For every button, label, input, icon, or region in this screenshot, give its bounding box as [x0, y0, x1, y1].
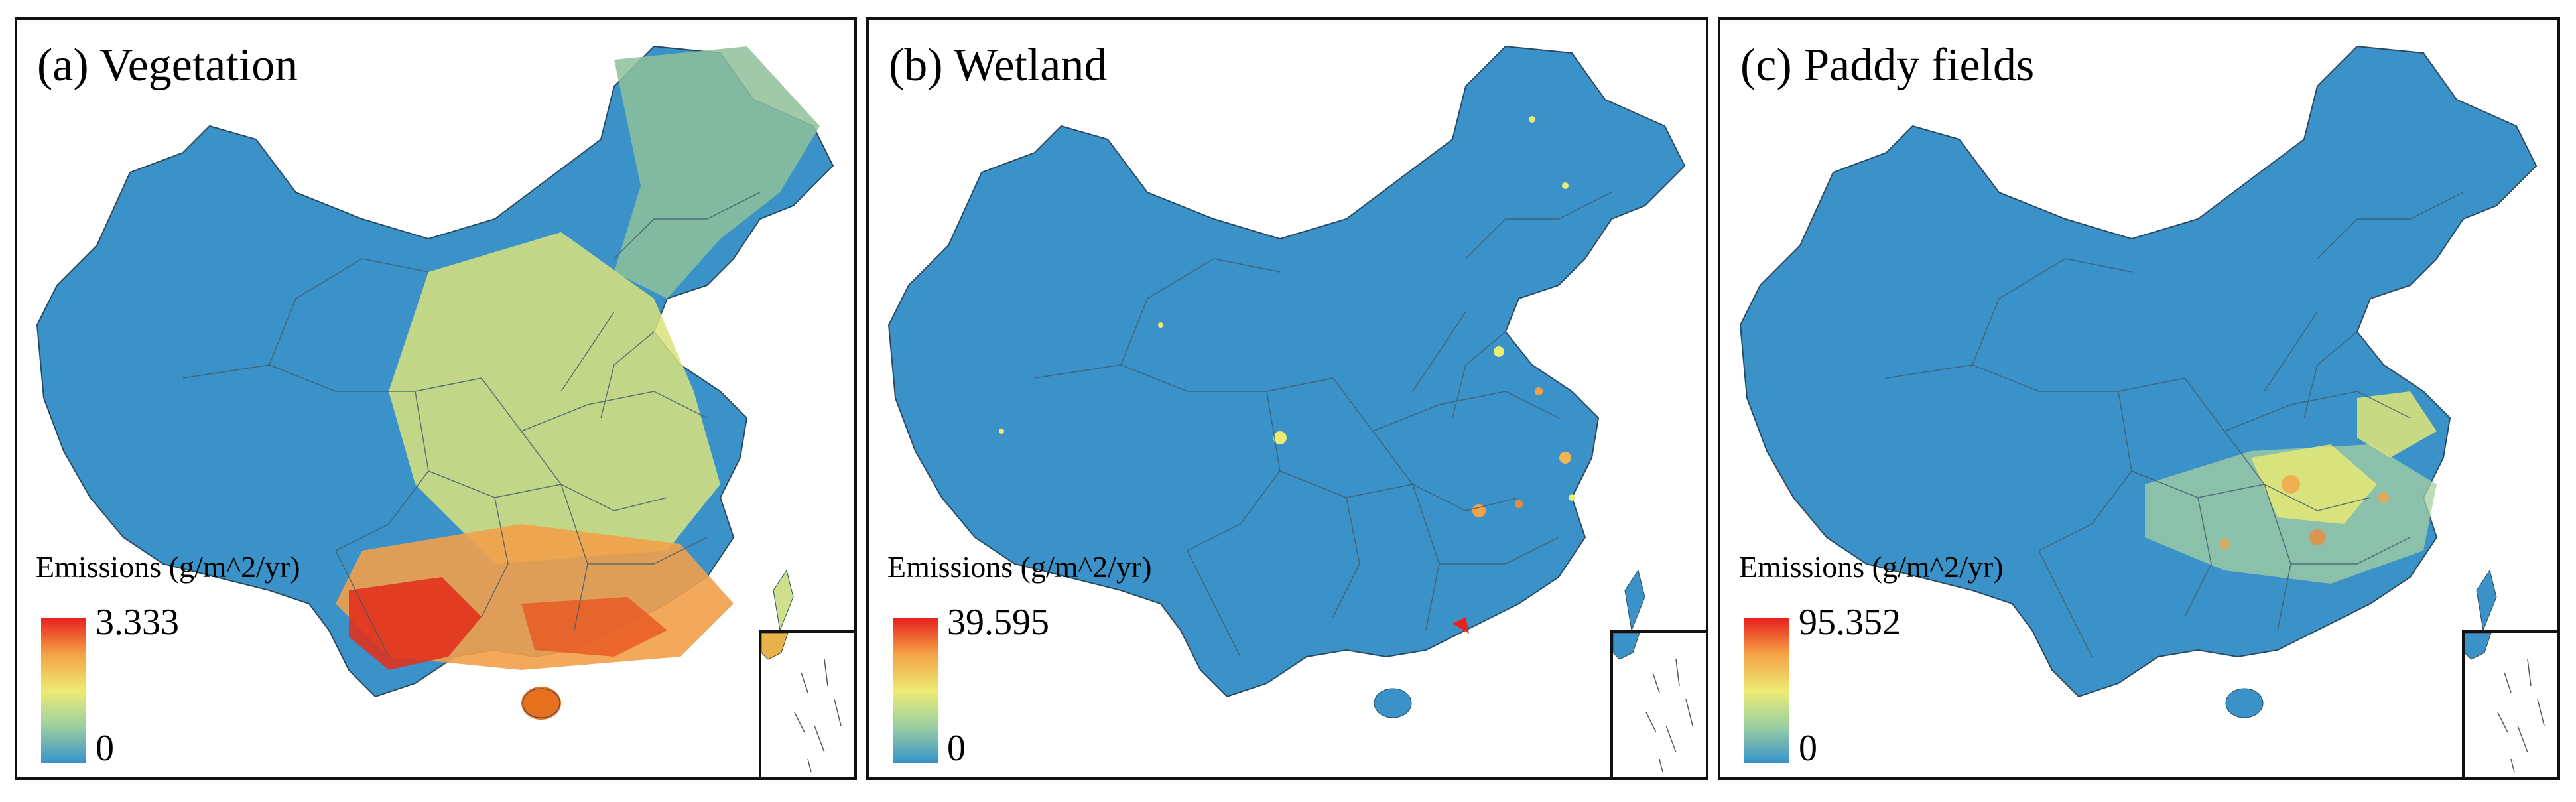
map-panel-paddy-fields: (c) Paddy fields Emissions (g/m^2/yr) 95…: [1718, 17, 2560, 780]
legend-title: Emissions (g/m^2/yr): [36, 550, 300, 584]
province-borders: [1886, 192, 2464, 657]
province-border: [2038, 550, 2093, 657]
taiwan-island: [2476, 569, 2497, 632]
province-border: [1332, 497, 1360, 618]
china-outline: [1739, 45, 2538, 698]
province-border: [560, 311, 615, 392]
legend-title: Emissions (g/m^2/yr): [887, 550, 1152, 584]
province-borders: [182, 192, 761, 657]
province-border: [2038, 391, 2132, 551]
province-border: [2184, 497, 2212, 618]
panel-title: (c) Paddy fields: [1740, 40, 2035, 91]
colorbar: [1744, 618, 1789, 763]
province-border: [521, 391, 708, 432]
province-border: [2264, 311, 2318, 392]
province-borders: [1034, 192, 1612, 657]
panel-title: (a) Vegetation: [37, 40, 298, 91]
province-border: [1372, 391, 1559, 432]
province-border: [2303, 331, 2358, 419]
map-wetland: [887, 45, 1686, 718]
legend-max-value: 3.333: [96, 602, 179, 643]
province-border: [1034, 364, 1334, 392]
province-border: [613, 192, 761, 259]
vegetation-overlay: [336, 46, 820, 720]
province-border: [1439, 537, 1559, 565]
province-border: [269, 258, 429, 366]
paddy-hotspots: [2145, 391, 2437, 584]
legend-max-value: 95.352: [1799, 602, 1901, 643]
hainan-island: [1374, 688, 1412, 718]
map-vegetation: [36, 45, 834, 720]
province-border: [1452, 331, 1506, 419]
province-border: [335, 550, 389, 657]
taiwan-island: [1624, 569, 1645, 632]
colorbar: [41, 618, 86, 763]
legend-max-value: 39.595: [947, 602, 1049, 643]
hainan-island: [522, 688, 560, 718]
south-china-sea-inset: [759, 630, 854, 777]
province-border: [600, 331, 655, 419]
colorbar: [893, 618, 938, 763]
province-border: [1465, 192, 1612, 259]
province-border: [335, 391, 429, 551]
province-border: [1120, 258, 1281, 366]
province-border: [481, 497, 509, 618]
wetland-hotspots: [999, 116, 1575, 634]
map-panel-vegetation: (a) Vegetation Emissions (g/m^2/yr) 3.33…: [15, 17, 857, 780]
province-border: [1187, 550, 1241, 657]
legend-title: Emissions (g/m^2/yr): [1739, 550, 2004, 584]
province-border: [182, 364, 482, 392]
province-border: [1412, 311, 1466, 392]
province-border: [2317, 192, 2464, 259]
inset-map: [761, 632, 842, 773]
china-outline: [887, 45, 1686, 698]
province-border: [588, 537, 708, 565]
legend-min-value: 0: [1799, 728, 1817, 769]
province-border: [2224, 391, 2411, 432]
taiwan-island: [773, 569, 794, 632]
panel-title: (b) Wetland: [889, 40, 1108, 91]
south-china-sea-inset: [1610, 630, 1706, 777]
province-border: [1972, 258, 2132, 366]
province-border: [1187, 391, 1281, 551]
hainan-island: [2225, 688, 2264, 718]
map-panel-wetland: (b) Wetland Emissions (g/m^2/yr) 39.595 …: [866, 17, 1708, 780]
province-border: [2291, 537, 2411, 565]
inset-map: [1612, 632, 1693, 773]
legend-min-value: 0: [947, 728, 966, 769]
inset-map: [2464, 632, 2545, 773]
legend-min-value: 0: [96, 728, 114, 769]
province-border: [1886, 364, 2185, 392]
south-china-sea-inset: [2462, 630, 2557, 777]
map-paddy-fields: [1739, 45, 2538, 718]
